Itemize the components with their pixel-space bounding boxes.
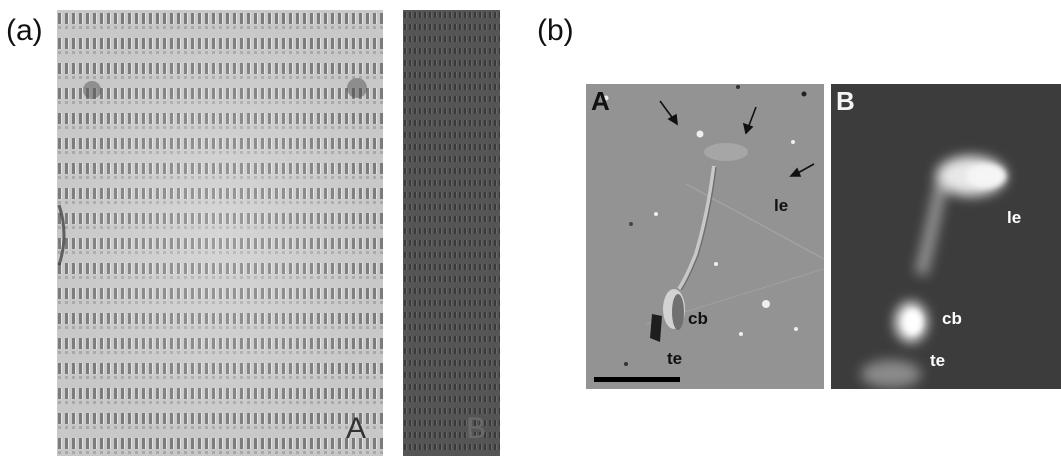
striated-muscle-texture-a xyxy=(57,10,383,456)
label-te-b: te xyxy=(930,351,946,370)
panel-a-image-b xyxy=(403,10,500,456)
label-cb-b: cb xyxy=(942,309,962,328)
panel-a-image-b-letter: B xyxy=(466,412,487,445)
striated-muscle-texture-b xyxy=(403,10,500,456)
label-le-b: le xyxy=(1007,208,1022,227)
panel-a-label: (a) xyxy=(6,14,43,47)
panel-a-image-a xyxy=(57,10,383,456)
panel-b-image-b xyxy=(831,84,1061,389)
panel-b-image-a xyxy=(586,84,824,389)
panel-b-image-b-letter: B xyxy=(836,86,855,116)
neuron-fluorescence-micrograph xyxy=(831,84,1061,389)
label-le: le xyxy=(774,196,789,215)
panel-a-image-a-letter: A xyxy=(346,412,367,445)
panel-b-image-a-letter: A xyxy=(591,86,610,116)
label-cb: cb xyxy=(688,309,708,328)
panel-b-label: (b) xyxy=(537,14,574,47)
neuron-dic-micrograph xyxy=(586,84,824,389)
label-te: te xyxy=(667,349,683,368)
